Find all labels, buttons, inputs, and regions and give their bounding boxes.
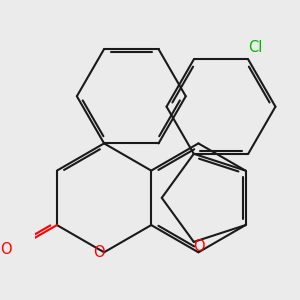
- Text: Cl: Cl: [248, 40, 262, 55]
- Text: O: O: [93, 245, 104, 260]
- Text: O: O: [0, 242, 12, 257]
- Text: O: O: [194, 239, 205, 254]
